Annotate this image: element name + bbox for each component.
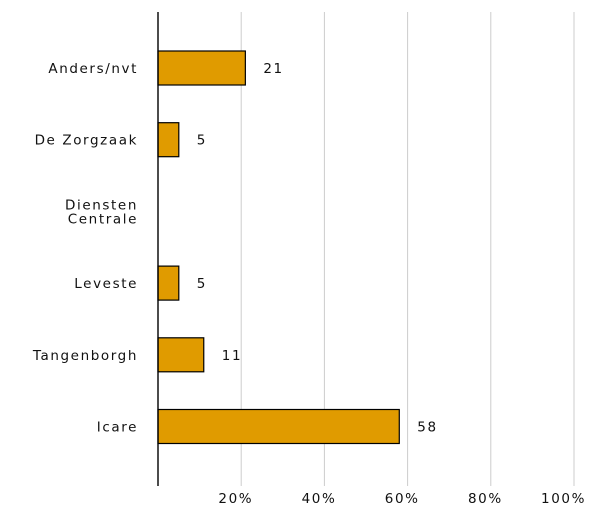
data-label-4: 11 — [222, 348, 242, 364]
category-label-3: Leveste — [74, 276, 138, 292]
bar-1 — [157, 122, 180, 158]
category-label-1: De Zorgzaak — [35, 133, 138, 149]
data-label-5: 58 — [417, 420, 437, 436]
data-labels: 21 5 5 11 58 — [197, 61, 437, 436]
x-tick-label-20: 20% — [218, 491, 253, 507]
bar-5 — [157, 408, 400, 445]
x-tick-label-100: 100% — [541, 491, 586, 507]
category-labels: Anders/nvt De Zorgzaak Diensten Centrale Lev… — [32, 61, 138, 436]
category-label-5: Icare — [97, 420, 138, 436]
x-tick-label-80: 80% — [468, 491, 503, 507]
category-label-0: Anders/nvt — [48, 61, 138, 77]
category-label-4: Tangenborgh — [32, 348, 138, 364]
gridlines — [240, 12, 575, 486]
data-label-0: 21 — [263, 61, 283, 77]
bar-3 — [157, 265, 180, 301]
category-label-2: Diensten Centrale — [65, 197, 138, 227]
x-tick-label-40: 40% — [302, 491, 337, 507]
bars — [157, 50, 400, 445]
bar-4 — [157, 337, 205, 373]
x-tick-label-60: 60% — [385, 491, 420, 507]
data-label-3: 5 — [197, 276, 207, 292]
bar-0 — [157, 50, 246, 86]
data-label-1: 5 — [197, 133, 207, 149]
x-tick-labels: 20% 40% 60% 80% 100% — [218, 491, 586, 507]
